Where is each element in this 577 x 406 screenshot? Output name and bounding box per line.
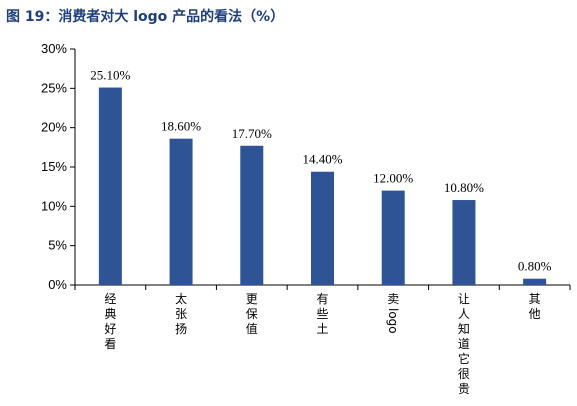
data-label: 25.10% [90,68,130,83]
y-tick-label: 15% [41,159,67,174]
category-label-char: 典 [104,307,116,321]
category-label-char: 让 [458,292,470,306]
category-label-char: 更 [246,292,258,306]
category-label-latin: logo [386,308,400,334]
data-label: 12.00% [373,171,413,186]
category-label: 卖 logo [386,292,400,334]
data-label: 18.60% [161,119,201,134]
category-label: 其他 [529,292,541,321]
category-label-char: 道 [458,337,470,351]
category-label-char: 人 [458,307,470,321]
bar-0 [98,87,122,286]
data-label: 0.80% [518,259,552,274]
category-label-char: 保 [246,307,258,321]
figure-title: 图 19：消费者对大 logo 产品的看法（%） [6,9,285,25]
y-tick-label: 10% [41,198,67,213]
bar-3 [311,171,334,285]
category-label-char: 其 [529,292,541,306]
y-tick-label: 30% [41,41,67,56]
category-label-char: 经 [104,292,116,306]
bar-6 [523,278,547,285]
category-label-char: 贵 [458,382,470,396]
bar-1 [169,138,193,285]
category-label-char: 卖 [387,292,399,306]
bar-2 [240,145,264,285]
bar-4 [381,190,405,285]
y-tick-label: 5% [48,238,67,253]
category-label-char: 扬 [175,321,187,336]
category-label-char: 他 [529,307,541,321]
category-label-char: 些 [316,307,328,321]
data-label: 17.70% [232,126,272,141]
category-label: 有些土 [316,292,328,336]
y-tick-label: 25% [41,80,67,95]
category-label: 太张扬 [175,291,187,336]
category-label-char: 有 [316,292,328,306]
data-label: 14.40% [302,152,342,167]
category-label-char: 张 [175,307,187,321]
y-tick-label: 20% [41,120,67,135]
category-label-char: 它 [458,351,470,366]
bar-5 [452,200,476,285]
y-tick-label: 0% [48,277,67,292]
category-label: 更保值 [246,292,258,336]
category-label-char: 很 [458,367,470,381]
category-label-char: 值 [246,321,258,336]
category-label-char: 好 [104,322,116,336]
category-label-char: 知 [458,322,470,336]
category-label-char: 太 [175,291,187,306]
category-label-char: 看 [104,337,116,351]
data-label: 10.80% [444,180,484,195]
category-label-char: 土 [316,322,328,336]
